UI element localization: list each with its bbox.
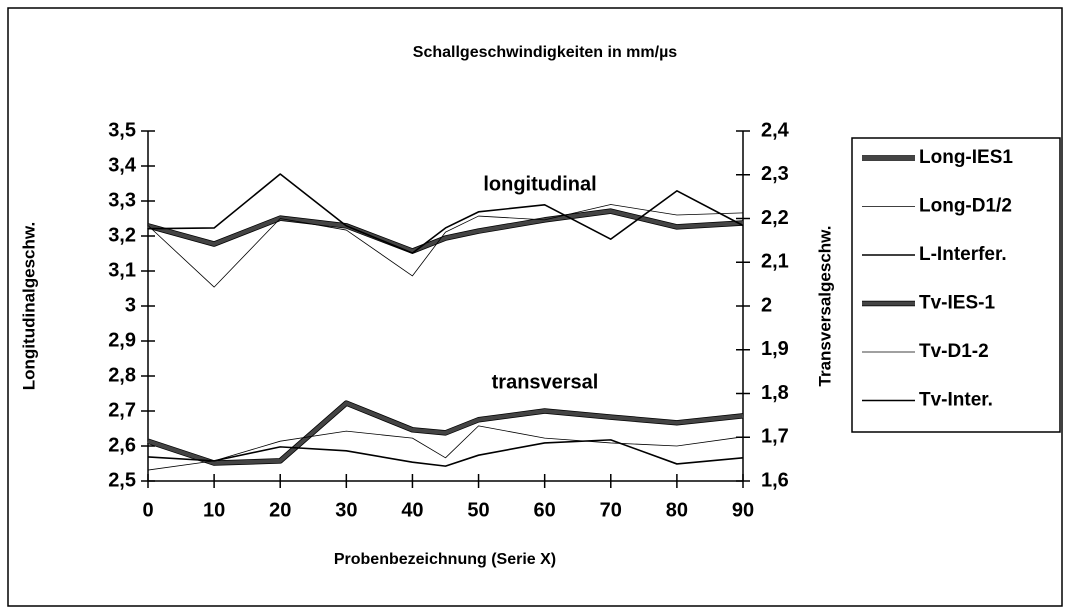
y2-tick-label: 2,4	[761, 119, 790, 141]
y2-tick-label: 2,1	[761, 251, 789, 273]
chart-title: Schallgeschwindigkeiten in mm/µs	[413, 44, 678, 61]
x-tick-label: 0	[142, 499, 153, 521]
legend-label: Long-D1/2	[919, 196, 1012, 217]
series-line	[147, 401, 744, 466]
x-tick-label: 80	[666, 499, 688, 521]
y2-tick-label: 1,7	[761, 426, 789, 448]
y-axis-title: Longitudinalgeschw.	[19, 222, 38, 390]
y-tick-label: 3,4	[108, 154, 137, 176]
y2-axis-title: Transversalgeschw.	[815, 226, 834, 387]
y-tick-label: 3,3	[108, 189, 136, 211]
x-axis-title: Probenbezeichnung (Serie X)	[334, 551, 556, 568]
y-tick-label: 3	[125, 294, 136, 316]
x-tick-label: 50	[467, 499, 489, 521]
y-tick-label: 3,5	[108, 119, 136, 141]
legend-label: L-Interfer.	[919, 244, 1007, 265]
series-line	[147, 204, 744, 288]
series-line	[147, 173, 744, 254]
y2-tick-label: 2,2	[761, 207, 789, 229]
y-tick-label: 2,9	[108, 329, 136, 351]
y2-tick-label: 2,3	[761, 163, 789, 185]
y-tick-label: 2,7	[108, 399, 136, 421]
annotation: longitudinal	[483, 173, 596, 195]
legend-label: Tv-D1-2	[919, 341, 989, 362]
y-tick-label: 2,6	[108, 434, 136, 456]
x-tick-label: 60	[534, 499, 556, 521]
x-tick-label: 90	[732, 499, 754, 521]
x-tick-label: 30	[335, 499, 357, 521]
legend-label: Tv-IES-1	[919, 293, 995, 314]
x-tick-label: 40	[401, 499, 423, 521]
y-tick-label: 3,2	[108, 224, 136, 246]
series-line	[147, 209, 744, 254]
x-tick-label: 10	[203, 499, 225, 521]
y2-tick-label: 1,6	[761, 469, 789, 491]
y2-tick-label: 1,8	[761, 382, 789, 404]
y2-tick-label: 1,9	[761, 338, 789, 360]
x-tick-label: 20	[269, 499, 291, 521]
y2-tick-label: 2	[761, 294, 772, 316]
x-tick-label: 70	[600, 499, 622, 521]
series-line	[147, 439, 744, 467]
legend-box	[851, 137, 1061, 433]
legend-label: Long-IES1	[919, 147, 1013, 168]
series-line	[147, 425, 744, 471]
y-tick-label: 2,8	[108, 364, 136, 386]
legend-label: Tv-Inter.	[919, 390, 993, 411]
annotation: transversal	[492, 371, 599, 393]
y-tick-label: 3,1	[108, 259, 136, 281]
y-tick-label: 2,5	[108, 469, 136, 491]
